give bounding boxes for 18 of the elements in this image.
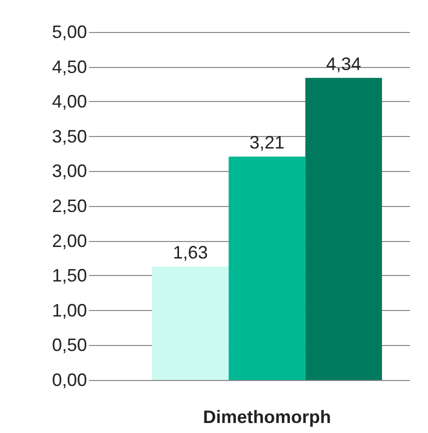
y-tick-label: 5,00 bbox=[52, 22, 87, 42]
y-tick-label: 0,50 bbox=[52, 335, 87, 356]
bar bbox=[152, 266, 229, 380]
data-label: 1,63 bbox=[172, 242, 208, 263]
y-tick-label: 3,50 bbox=[52, 126, 87, 146]
y-tick-label: 1,00 bbox=[52, 300, 87, 320]
x-axis-title: Dimethomorph bbox=[203, 407, 331, 427]
y-tick-label: 0,00 bbox=[52, 370, 87, 390]
data-label: 4,34 bbox=[326, 54, 362, 74]
y-tick-label: 4,50 bbox=[52, 56, 87, 77]
y-tick-label: 4,00 bbox=[52, 92, 87, 112]
y-tick-label: 2,50 bbox=[52, 196, 87, 216]
data-label: 3,21 bbox=[249, 132, 285, 153]
bar bbox=[305, 78, 382, 380]
y-tick-label: 1,50 bbox=[52, 266, 87, 286]
y-tick-label: 2,00 bbox=[52, 230, 87, 251]
bar bbox=[228, 156, 306, 380]
y-tick-label: 3,00 bbox=[52, 161, 87, 182]
